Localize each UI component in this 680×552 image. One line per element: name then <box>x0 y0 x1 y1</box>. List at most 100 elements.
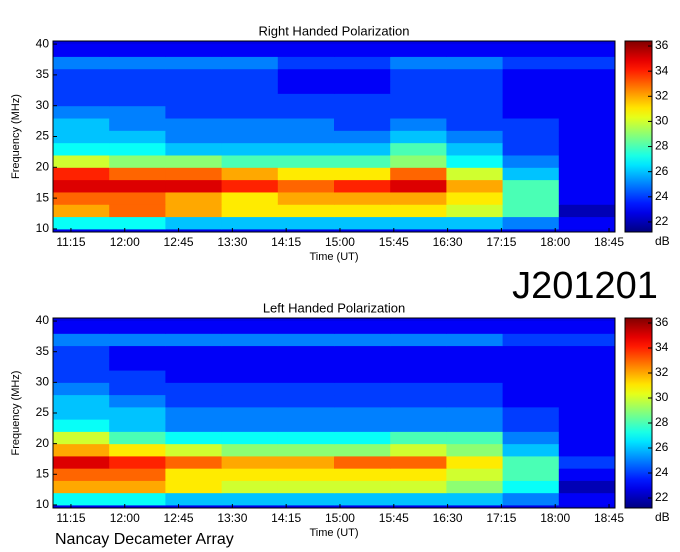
heatmap-cell <box>502 345 560 359</box>
heatmap-cell <box>53 382 110 396</box>
heatmap-cell <box>109 154 166 168</box>
x-tick-label: 17:15 <box>486 235 516 249</box>
heatmap-cell <box>390 93 447 107</box>
y-tick-label: 20 <box>36 436 50 450</box>
heatmap-cell <box>502 154 560 168</box>
heatmap-cell <box>109 419 166 432</box>
heatmap-cell <box>558 321 616 334</box>
heatmap-cell <box>446 431 504 445</box>
heatmap-cell <box>53 56 110 70</box>
heatmap-cell <box>558 167 616 181</box>
heatmap-cell <box>53 492 110 506</box>
heatmap-cell <box>221 406 279 420</box>
heatmap-cell <box>446 105 504 119</box>
heatmap-cell <box>390 204 447 218</box>
x-tick-label: 14:15 <box>271 235 301 249</box>
heatmap-cell <box>109 179 166 193</box>
heatmap-cell <box>502 81 560 94</box>
heatmap-cell <box>277 321 335 334</box>
heatmap-cell <box>221 370 279 383</box>
heatmap-cell <box>558 455 616 469</box>
heatmap-cell <box>558 431 616 445</box>
heatmap-cell <box>165 406 223 420</box>
x-tick-label: 18:00 <box>540 511 570 525</box>
heatmap-cell <box>334 81 391 94</box>
heatmap-cell <box>109 431 166 445</box>
footer: Nancay Decameter Array <box>55 531 234 548</box>
heatmap-cell <box>53 204 110 218</box>
heatmap-cell <box>558 44 616 57</box>
x-tick-label: 12:00 <box>110 235 140 249</box>
colorbar-tick-label: 36 <box>655 38 669 52</box>
heatmap-cell <box>277 118 335 131</box>
colorbar-tick-label: 34 <box>655 340 669 354</box>
heatmap-cell <box>334 179 391 193</box>
x-tick-label: 11:15 <box>56 235 85 249</box>
heatmap-cell <box>446 443 504 457</box>
colorbar-tick-label: 30 <box>655 390 669 404</box>
heatmap-cell <box>53 105 110 119</box>
heatmap-cell <box>109 394 166 408</box>
heatmap-cell <box>390 357 447 371</box>
heatmap-cell <box>334 333 391 347</box>
heatmap-cell <box>53 321 110 334</box>
heatmap-cell <box>446 382 504 396</box>
heatmap-cell <box>334 142 391 156</box>
heatmap-cell <box>221 105 279 119</box>
heatmap-cell <box>390 81 447 94</box>
heatmap-cell <box>53 179 110 193</box>
heatmap-cell <box>502 321 560 334</box>
heatmap-cell <box>109 191 166 205</box>
heatmap-cell <box>221 93 279 107</box>
heatmap-cell <box>109 81 166 94</box>
heatmap-cell <box>221 480 279 494</box>
heatmap-cell <box>502 455 560 469</box>
heatmap-cell <box>334 167 391 181</box>
heatmap-cell <box>390 68 447 82</box>
heatmap-cell <box>502 370 560 383</box>
heatmap-cell <box>334 118 391 131</box>
colorbar <box>624 40 653 233</box>
y-tick-label: 15 <box>36 466 50 480</box>
heatmap-cell <box>109 492 166 506</box>
heatmap-cell <box>558 333 616 347</box>
heatmap-cell <box>165 357 223 371</box>
x-tick-label: 13:30 <box>217 511 247 525</box>
heatmap-cell <box>165 93 223 107</box>
heatmap-cell <box>277 455 335 469</box>
heatmap-cell <box>277 142 335 156</box>
heatmap-cell <box>109 204 166 218</box>
heatmap-cell <box>109 167 166 181</box>
heatmap-cell <box>558 492 616 506</box>
heatmap-cell <box>558 345 616 359</box>
heatmap-cell <box>502 118 560 131</box>
heatmap-cell <box>390 382 447 396</box>
heatmap-cell <box>221 345 279 359</box>
heatmap-cell <box>53 480 110 494</box>
heatmap-cell <box>53 93 110 107</box>
heatmap-cell <box>165 468 223 481</box>
heatmap-cell <box>221 142 279 156</box>
heatmap-cell <box>390 105 447 119</box>
heatmap-cell <box>165 382 223 396</box>
heatmap-cell <box>446 81 504 94</box>
heatmap-cell <box>558 480 616 494</box>
heatmap-cell <box>165 333 223 347</box>
chart-title: Left Handed Polarization <box>263 300 405 315</box>
heatmap-cell <box>277 406 335 420</box>
heatmap-cell <box>277 333 335 347</box>
heatmap-cell <box>165 492 223 506</box>
heatmap-cell <box>165 431 223 445</box>
heatmap-cell <box>277 216 335 230</box>
heatmap-cell <box>502 142 560 156</box>
heatmap-cell <box>277 394 335 408</box>
heatmap-cell <box>165 179 223 193</box>
heatmap-cell <box>221 56 279 70</box>
heatmap-cell <box>109 44 166 57</box>
heatmap-cell <box>558 216 616 230</box>
heatmap-cell <box>558 370 616 383</box>
heatmap-cell <box>558 142 616 156</box>
heatmap-cell <box>165 455 223 469</box>
heatmap-cell <box>165 118 223 131</box>
